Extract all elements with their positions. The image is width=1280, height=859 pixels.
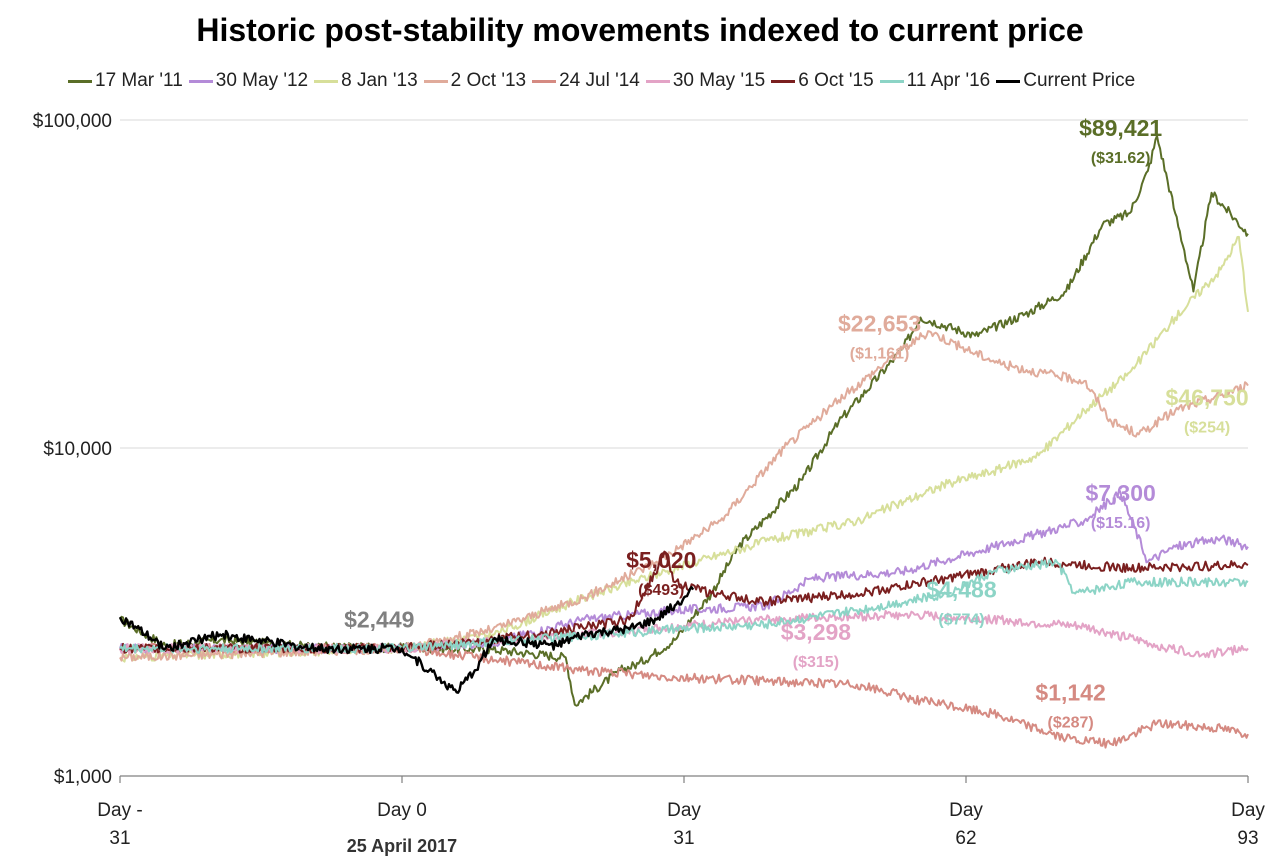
legend-swatch-2 (314, 79, 339, 83)
annotation-sub-2: ($254) (1184, 419, 1230, 436)
annotation-sub-7: ($315) (793, 654, 839, 671)
annotation-value-1: $22,653 (838, 311, 921, 337)
series-line-8 (118, 586, 695, 694)
x-tick-sublabel-0: 31 (109, 828, 130, 849)
x-tick-sublabel-4: 93 (1237, 828, 1258, 849)
legend-item-5: 30 May '15 (645, 70, 766, 92)
annotation-sub-4: ($493) (638, 582, 684, 599)
legend-swatch-7 (879, 79, 904, 83)
legend-item-2: 8 Jan '13 (314, 70, 418, 92)
legend-swatch-4 (532, 79, 557, 83)
annotation-sub-3: ($15.16) (1091, 515, 1151, 532)
legend-label-7: 11 Apr '16 (906, 70, 991, 91)
annotation-sub-5: ($774) (938, 612, 984, 629)
legend-swatch-3 (423, 79, 448, 83)
legend-item-4: 24 Jul '14 (532, 70, 640, 92)
legend-item-3: 2 Oct '13 (423, 70, 527, 92)
chart-title: Historic post-stability movements indexe… (196, 12, 1084, 48)
legend: 17 Mar '11 30 May '12 8 Jan '13 2 Oct '13 24… (68, 68, 1141, 94)
annotation-value-3: $7,300 (1085, 480, 1155, 506)
legend-label-1: 30 May '12 (215, 70, 309, 91)
legend-swatch-8 (996, 79, 1021, 83)
x-tick-label-4: Day (1231, 800, 1265, 821)
legend-swatch-5 (645, 79, 670, 83)
legend-label-0: 17 Mar '11 (95, 70, 183, 91)
series-line-0 (119, 134, 1249, 707)
y-tick-label-1: $10,000 (43, 439, 112, 460)
legend-item-1: 30 May '12 (188, 70, 309, 92)
legend-label-3: 2 Oct '13 (450, 70, 527, 91)
annotation-value-2: $46,750 (1165, 384, 1248, 410)
legend-item-6: 6 Oct '15 (771, 70, 874, 92)
annotation-sub-1: ($1,161) (850, 346, 910, 363)
annotation-sub-8: ($287) (1047, 714, 1093, 731)
y-tick-label-2: $100,000 (33, 111, 112, 132)
legend-label-6: 6 Oct '15 (798, 70, 874, 91)
legend-item-0: 17 Mar '11 (68, 70, 183, 92)
legend-label-5: 30 May '15 (672, 70, 766, 91)
y-tick-label-0: $1,000 (54, 767, 112, 788)
legend-item-8: Current Price (996, 70, 1135, 92)
x-tick-label-1: Day 0 (377, 800, 427, 821)
legend-swatch-0 (68, 79, 92, 83)
annotation-sub-0: ($31.62) (1091, 150, 1151, 167)
x-tick-label-3: Day (949, 800, 983, 821)
annotation-value-5: $4,488 (926, 577, 997, 603)
x-tick-label-0: Day - (97, 800, 142, 821)
legend-item-7: 11 Apr '16 (879, 70, 991, 92)
annotation-value-8: $1,142 (1035, 679, 1105, 705)
series-line-3 (119, 330, 1249, 662)
x-tick-sublabel-2: 31 (673, 828, 694, 849)
x-tick-label-2: Day (667, 800, 701, 821)
x-tick-sublabel-3: 62 (955, 828, 976, 849)
legend-swatch-6 (771, 79, 796, 83)
x-axis-date-label: 25 April 2017 (347, 836, 457, 856)
legend-label-8: Current Price (1023, 70, 1136, 91)
legend-swatch-1 (188, 79, 213, 83)
annotation-value-6: $2,449 (344, 606, 414, 632)
legend-label-2: 8 Jan '13 (341, 70, 418, 91)
annotation-value-4: $5,020 (626, 547, 696, 573)
series-line-7 (119, 558, 1249, 654)
annotation-value-0: $89,421 (1079, 115, 1162, 141)
annotation-value-7: $3,298 (781, 619, 852, 645)
legend-label-4: 24 Jul '14 (559, 70, 640, 91)
